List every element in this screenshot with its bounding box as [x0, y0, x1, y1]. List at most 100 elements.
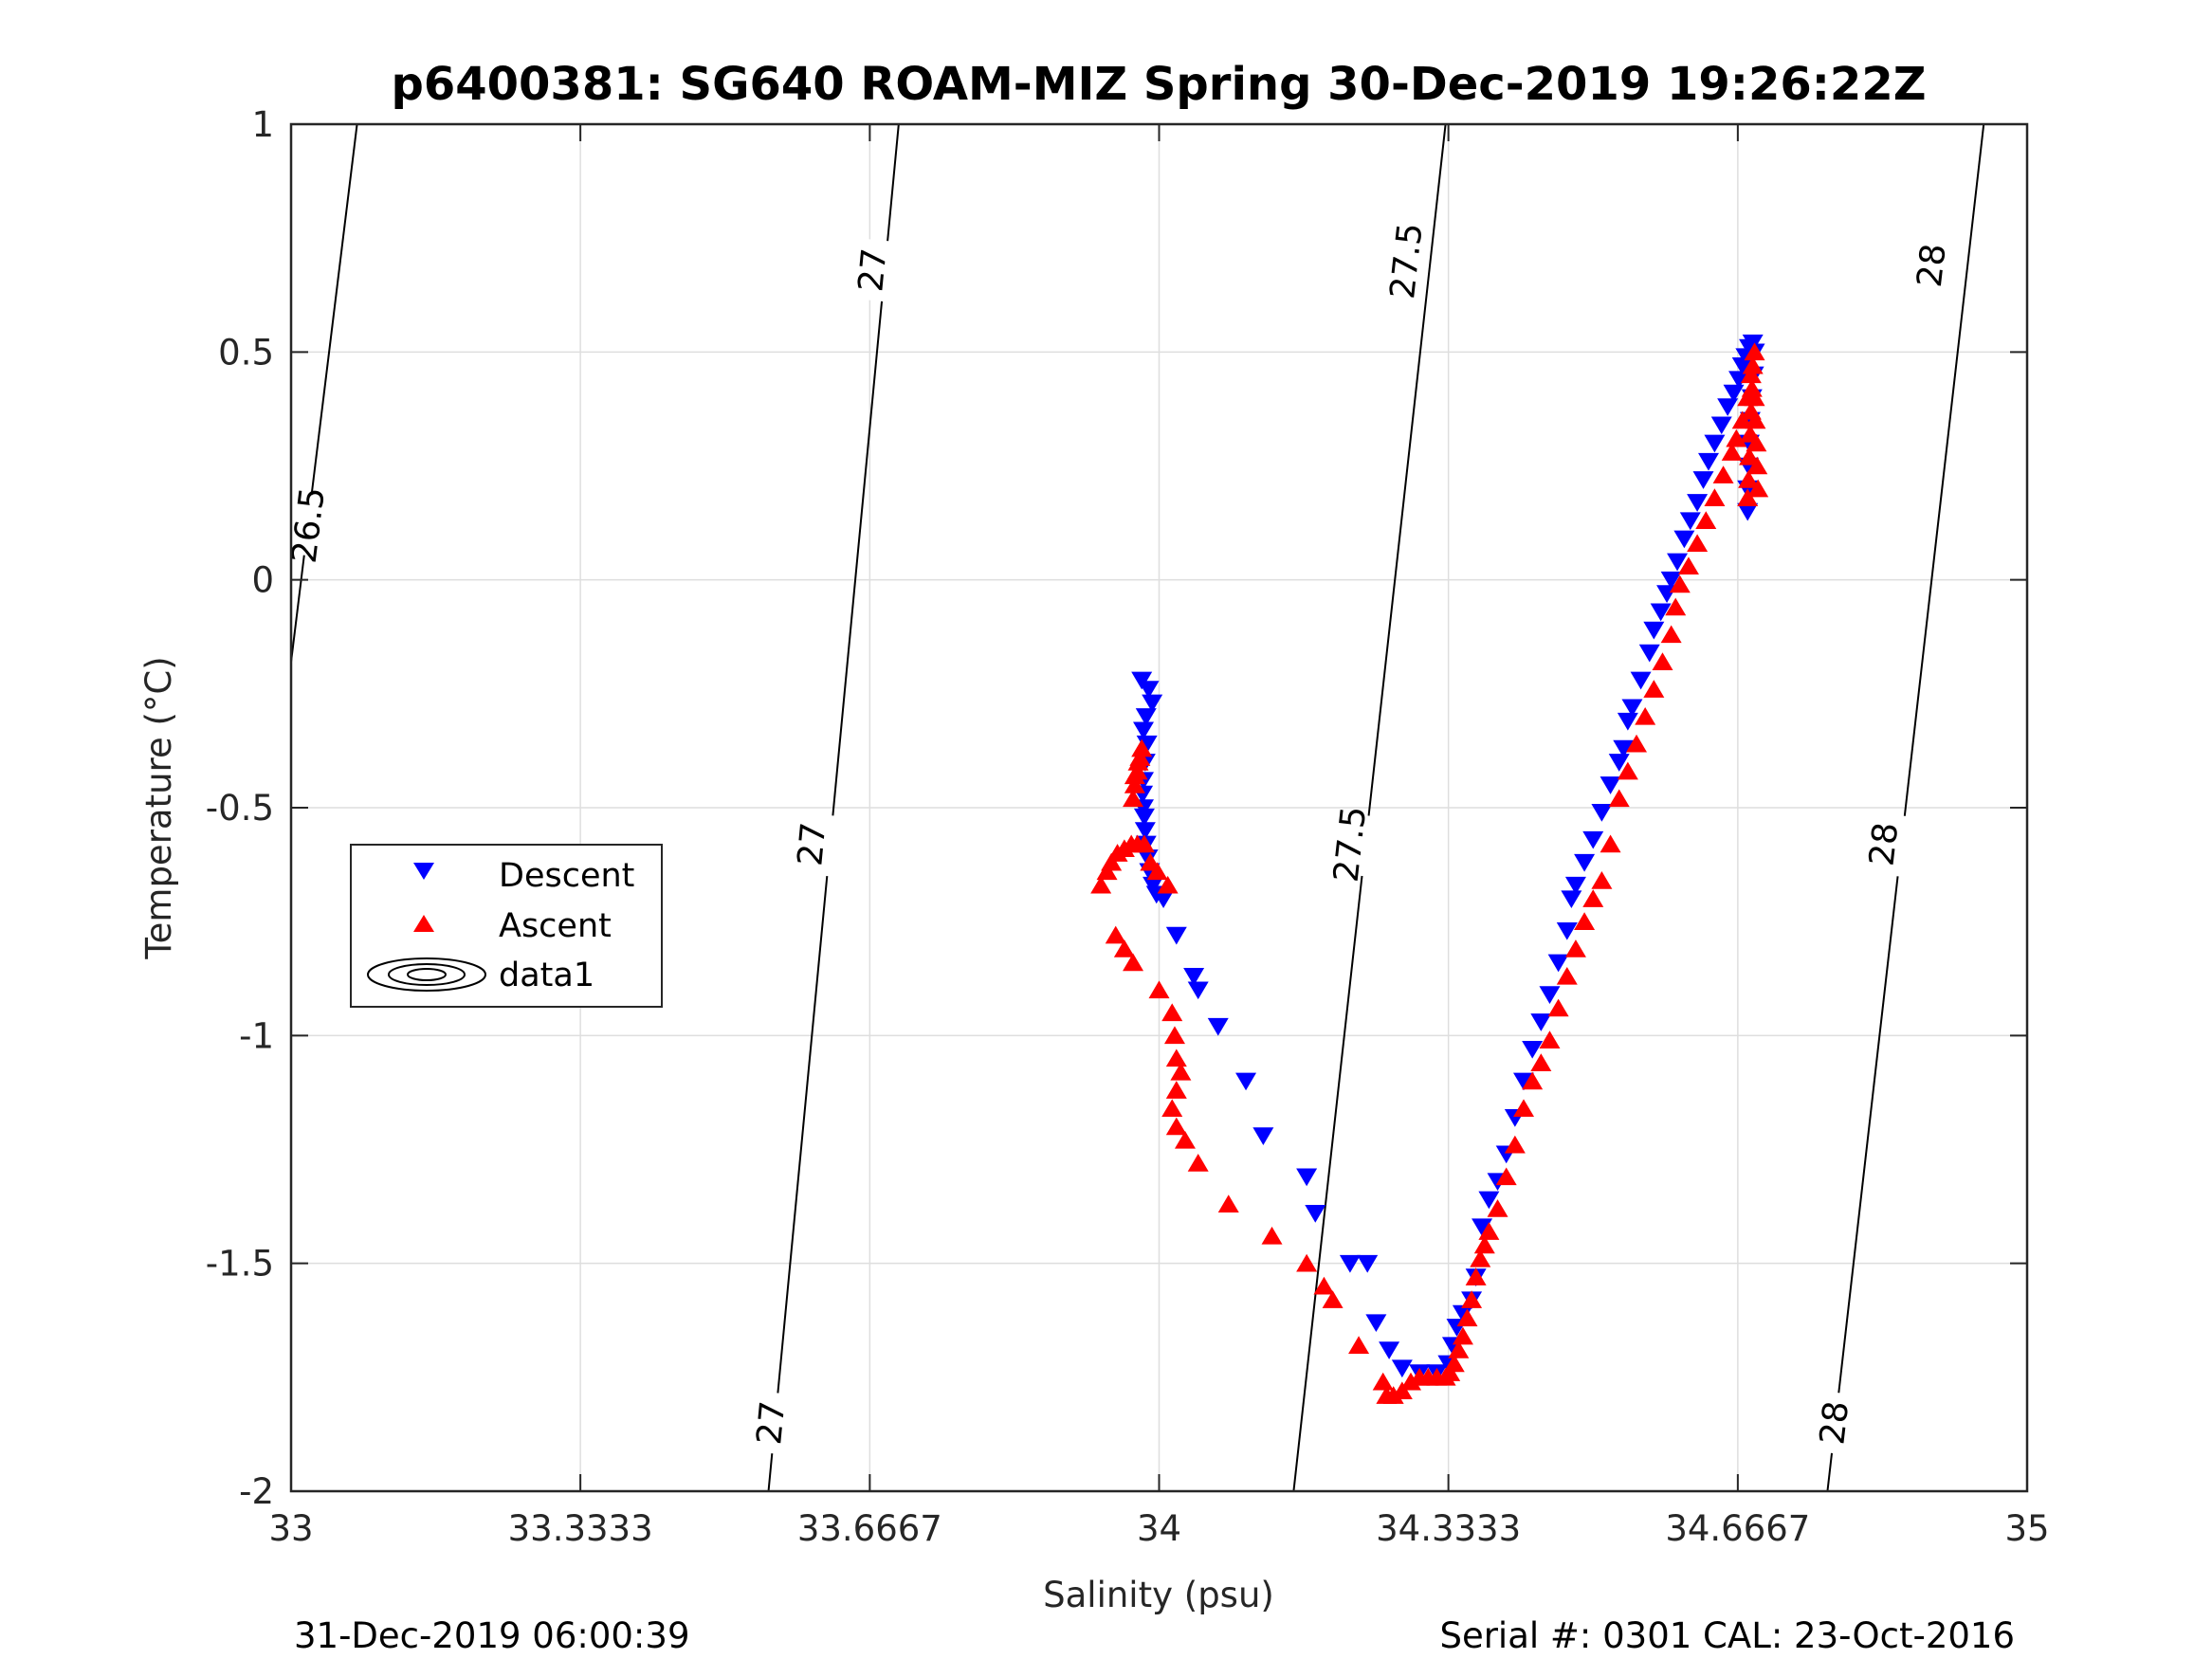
ascent-point — [1608, 789, 1630, 808]
ascent-point — [1522, 1071, 1544, 1090]
descent-point — [1660, 571, 1682, 590]
ascent-point — [1478, 1222, 1500, 1240]
contour-label: 28 — [1862, 820, 1906, 867]
descent-point — [1133, 721, 1155, 740]
descent-point — [1296, 1168, 1318, 1187]
descent-point — [1547, 954, 1569, 973]
footer-serial-cal: Serial #: 0301 CAL: 23-Oct-2016 — [1439, 1615, 2015, 1656]
ascent-point — [1322, 1290, 1344, 1308]
ascent-point — [1740, 365, 1762, 384]
ascent-point — [1161, 1099, 1183, 1118]
contour-label-background — [849, 237, 897, 302]
ascent-point — [1635, 706, 1656, 725]
descent-point — [1357, 1254, 1379, 1273]
contour-label-background — [1907, 232, 1956, 299]
descent-point — [1564, 876, 1586, 895]
ascent-point — [1487, 1199, 1508, 1217]
x-tick-label: 34.3333 — [1376, 1508, 1521, 1549]
descent-point — [1134, 822, 1156, 840]
ascent-point — [1721, 443, 1743, 461]
ascent-point — [1105, 925, 1126, 944]
ascent-point — [1556, 966, 1578, 985]
descent-point — [1165, 926, 1187, 945]
ascent-point — [1123, 789, 1144, 808]
ascent-point — [1456, 1308, 1478, 1327]
ascent-point — [1133, 834, 1155, 853]
ascent-point — [1187, 1154, 1209, 1172]
ascent-point — [1113, 939, 1135, 957]
ascent-point — [1465, 1267, 1487, 1285]
ascent-point — [1739, 447, 1761, 465]
descent-point — [1574, 853, 1596, 872]
ascent-point — [1687, 534, 1709, 553]
ascent-point — [1574, 912, 1596, 930]
contour-label: 27.5 — [1327, 804, 1375, 884]
x-tick-label: 34 — [1137, 1508, 1181, 1549]
ascent-point — [1123, 953, 1144, 972]
descent-point — [1207, 1017, 1229, 1036]
contour-label: 27 — [791, 821, 833, 867]
ascent-point — [1746, 433, 1767, 452]
ascent-point — [1564, 939, 1586, 957]
ascent-point — [1741, 378, 1763, 397]
legend-descent-marker — [413, 863, 434, 880]
contour-label: 27 — [750, 1399, 793, 1446]
descent-point — [1717, 398, 1739, 416]
ascent-point — [1513, 1099, 1535, 1118]
ascent-point — [1165, 1048, 1187, 1067]
ascent-point — [1744, 342, 1765, 361]
descent-point — [1142, 694, 1163, 713]
descent-point — [1530, 1013, 1552, 1031]
contour-label-background — [788, 811, 836, 877]
y-tick-label: 0.5 — [218, 332, 274, 373]
data-series — [1090, 334, 1769, 1404]
ascent-point — [1313, 1276, 1335, 1295]
ascent-point — [1660, 625, 1682, 644]
descent-point — [1513, 1072, 1535, 1091]
descent-point — [1391, 1359, 1413, 1378]
ascent-point — [1161, 1003, 1183, 1022]
ascent-point — [1539, 1030, 1561, 1048]
descent-point — [1187, 981, 1209, 1000]
ascent-point — [1443, 1354, 1465, 1373]
descent-point — [1630, 671, 1652, 690]
contour-line-28 — [1826, 123, 1985, 1492]
descent-point — [1153, 890, 1175, 909]
ascent-point — [1174, 1130, 1196, 1149]
ascent-point — [1738, 470, 1760, 488]
ascent-point — [1495, 1167, 1517, 1186]
ascent-point — [1101, 852, 1123, 871]
ascent-point — [1712, 465, 1734, 483]
ascent-point — [1530, 1053, 1552, 1071]
descent-point — [1728, 371, 1750, 390]
contour-label-background — [747, 1390, 795, 1455]
y-tick-label: -1 — [239, 1015, 274, 1056]
ascent-point — [1746, 456, 1768, 475]
ascent-point — [1665, 597, 1687, 616]
descent-point — [1710, 416, 1732, 435]
ascent-point — [1704, 488, 1726, 506]
descent-point — [1591, 804, 1613, 822]
descent-point — [1608, 754, 1630, 772]
descent-point — [1235, 1072, 1257, 1091]
ascent-point — [1695, 511, 1717, 529]
descent-point — [1638, 644, 1660, 663]
contour-label-background — [283, 492, 334, 558]
descent-point — [1339, 1254, 1361, 1273]
ascent-point — [1726, 428, 1747, 447]
ascent-point — [1165, 1081, 1187, 1099]
ascent-point — [1626, 734, 1648, 753]
ascent-point — [1382, 1386, 1404, 1404]
ascent-point — [1470, 1249, 1491, 1267]
ascent-point — [1127, 753, 1149, 771]
ascent-point — [1742, 356, 1764, 374]
ascent-point — [1669, 574, 1691, 593]
ascent-point — [1744, 388, 1765, 407]
ascent-point — [1165, 1117, 1187, 1136]
descent-point — [1704, 434, 1726, 453]
legend-contour-icon — [367, 957, 486, 992]
descent-point — [1582, 830, 1604, 849]
descent-point — [1650, 603, 1672, 622]
chart-title: p6400381: SG640 ROAM-MIZ Spring 30-Dec-2… — [391, 58, 1926, 111]
